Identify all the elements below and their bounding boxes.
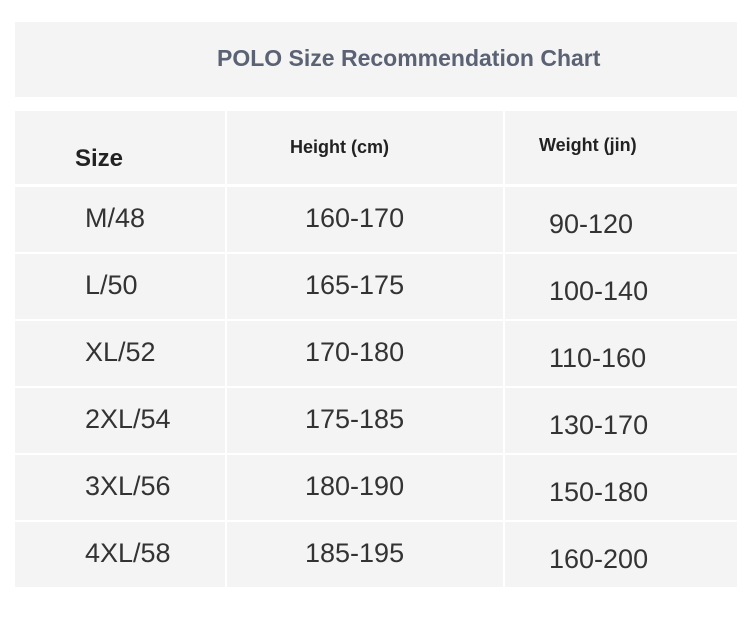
header-cell: Height (cm) bbox=[227, 111, 503, 184]
title: POLO Size Recommendation Chart bbox=[217, 45, 601, 71]
header-cell: Size bbox=[15, 111, 225, 184]
cell: 160-200 bbox=[505, 522, 737, 587]
cell: 150-180 bbox=[505, 455, 737, 520]
cell: 175-185 bbox=[227, 388, 503, 453]
cell: 170-180 bbox=[227, 321, 503, 386]
cell: 110-160 bbox=[505, 321, 737, 386]
cell: 2XL/54 bbox=[15, 388, 225, 453]
cell: 185-195 bbox=[227, 522, 503, 587]
cell: XL/52 bbox=[15, 321, 225, 386]
header-cell: Weight (jin) bbox=[505, 111, 737, 184]
size-chart: POLO Size Recommendation Chart Size Heigh… bbox=[15, 22, 737, 594]
cell: L/50 bbox=[15, 254, 225, 319]
cell: M/48 bbox=[15, 187, 225, 252]
cell: 90-120 bbox=[505, 187, 737, 252]
cell: 180-190 bbox=[227, 455, 503, 520]
cell: 100-140 bbox=[505, 254, 737, 319]
cell: 160-170 bbox=[227, 187, 503, 252]
cell: 130-170 bbox=[505, 388, 737, 453]
cell: 165-175 bbox=[227, 254, 503, 319]
cell: 3XL/56 bbox=[15, 455, 225, 520]
title-bar: POLO Size Recommendation Chart bbox=[15, 22, 737, 97]
cell: 4XL/58 bbox=[15, 522, 225, 587]
